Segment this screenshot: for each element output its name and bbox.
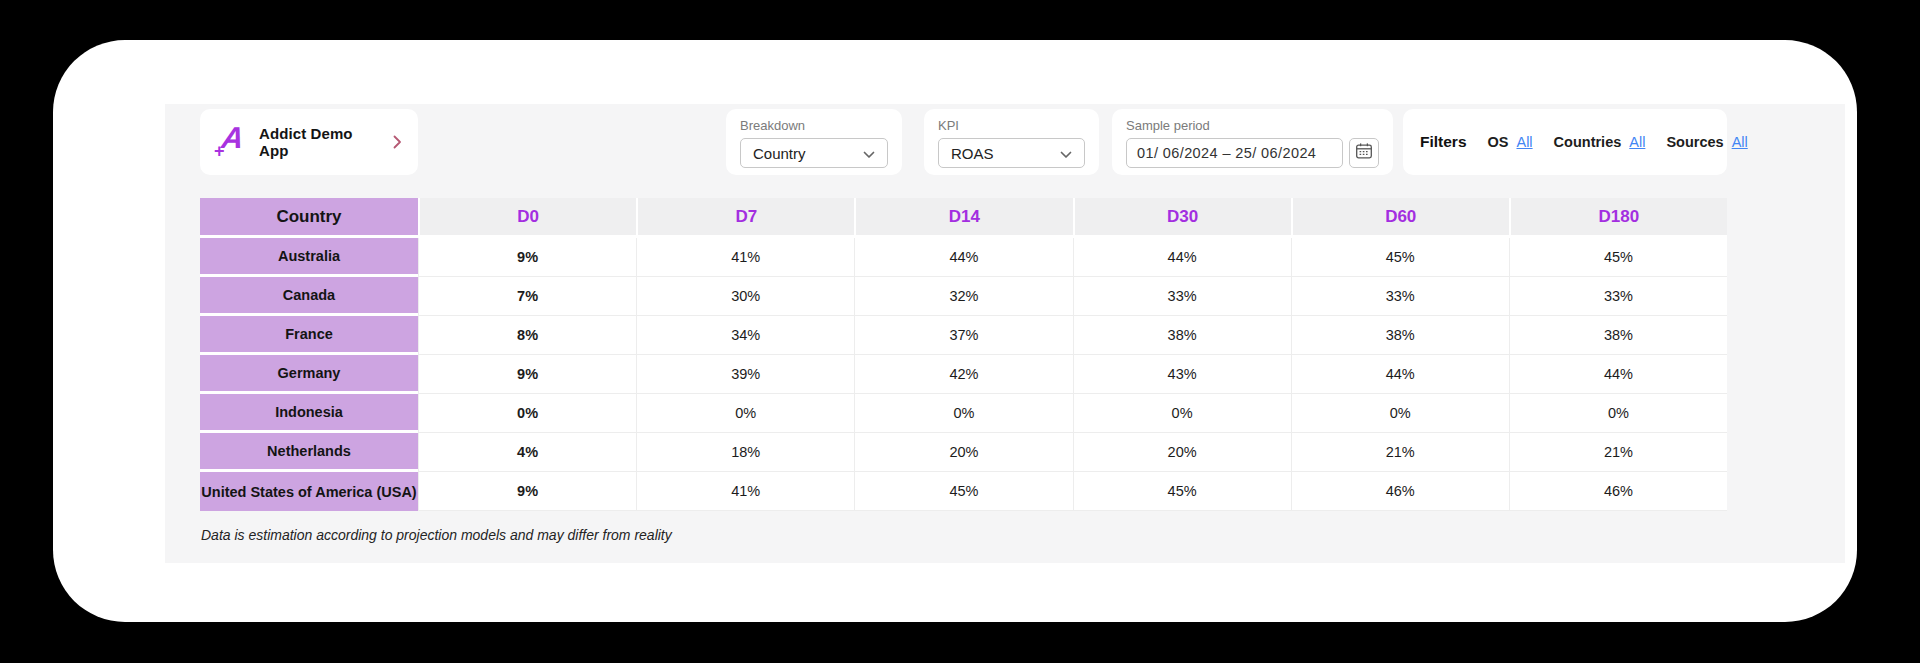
breakdown-card: Breakdown Country [726, 109, 902, 175]
value-cell-d7: 41% [636, 238, 854, 277]
kpi-select[interactable]: ROAS [938, 138, 1085, 168]
chevron-down-icon [1060, 145, 1072, 162]
filters-title: Filters [1420, 133, 1467, 151]
value-cell-d14: 45% [854, 472, 1072, 511]
dashboard-panel: A + Addict Demo App Breakdown Country KP… [165, 104, 1845, 563]
filter-group-countries: Countries All [1554, 134, 1646, 150]
value-cell-d30: 45% [1073, 472, 1291, 511]
breakdown-value: Country [753, 145, 806, 162]
value-cell-d14: 44% [854, 238, 1072, 277]
app-window: A + Addict Demo App Breakdown Country KP… [53, 40, 1857, 622]
country-cell: Canada [200, 277, 418, 316]
country-cell: France [200, 316, 418, 355]
value-cell-d0: 8% [418, 316, 636, 355]
value-cell-d14: 20% [854, 433, 1072, 472]
value-cell-d0: 9% [418, 238, 636, 277]
value-cell-d0: 9% [418, 472, 636, 511]
value-cell-d60: 45% [1291, 238, 1509, 277]
column-header-d14: D14 [854, 198, 1072, 238]
table-row: Canada 7% 30% 32% 33% 33% 33% [200, 277, 1727, 316]
table-row: Netherlands 4% 18% 20% 20% 21% 21% [200, 433, 1727, 472]
sources-filter-label: Sources [1666, 134, 1723, 150]
value-cell-d60: 46% [1291, 472, 1509, 511]
chevron-down-icon [863, 145, 875, 162]
roas-table: Country D0 D7 D14 D30 D60 D180 Australia… [200, 198, 1727, 511]
filter-group-sources: Sources All [1666, 134, 1747, 150]
value-cell-d60: 0% [1291, 394, 1509, 433]
value-cell-d60: 33% [1291, 277, 1509, 316]
table-row: Australia 9% 41% 44% 44% 45% 45% [200, 238, 1727, 277]
value-cell-d0: 0% [418, 394, 636, 433]
app-logo-icon: A + [216, 126, 248, 158]
value-cell-d7: 0% [636, 394, 854, 433]
value-cell-d180: 46% [1509, 472, 1727, 511]
app-name: Addict Demo App [259, 125, 382, 159]
column-header-country: Country [200, 198, 418, 238]
kpi-value: ROAS [951, 145, 994, 162]
value-cell-d14: 37% [854, 316, 1072, 355]
column-header-d30: D30 [1073, 198, 1291, 238]
value-cell-d30: 38% [1073, 316, 1291, 355]
value-cell-d30: 43% [1073, 355, 1291, 394]
value-cell-d180: 38% [1509, 316, 1727, 355]
table-header-row: Country D0 D7 D14 D30 D60 D180 [200, 198, 1727, 238]
value-cell-d0: 7% [418, 277, 636, 316]
value-cell-d30: 0% [1073, 394, 1291, 433]
value-cell-d7: 39% [636, 355, 854, 394]
table-row: France 8% 34% 37% 38% 38% 38% [200, 316, 1727, 355]
value-cell-d7: 18% [636, 433, 854, 472]
date-range-input[interactable]: 01/ 06/2024 – 25/ 06/2024 [1126, 138, 1343, 168]
value-cell-d7: 41% [636, 472, 854, 511]
value-cell-d0: 9% [418, 355, 636, 394]
country-cell: Indonesia [200, 394, 418, 433]
kpi-label: KPI [938, 118, 1085, 133]
value-cell-d14: 42% [854, 355, 1072, 394]
value-cell-d180: 33% [1509, 277, 1727, 316]
country-cell: Germany [200, 355, 418, 394]
value-cell-d7: 30% [636, 277, 854, 316]
app-selector-card[interactable]: A + Addict Demo App [200, 109, 418, 175]
calendar-icon [1355, 142, 1373, 164]
countries-filter-all-link[interactable]: All [1629, 134, 1645, 150]
chevron-right-icon[interactable] [393, 135, 402, 149]
value-cell-d30: 44% [1073, 238, 1291, 277]
value-cell-d0: 4% [418, 433, 636, 472]
breakdown-select[interactable]: Country [740, 138, 888, 168]
calendar-button[interactable] [1349, 138, 1379, 168]
filter-group-os: OS All [1488, 134, 1533, 150]
table-row: Germany 9% 39% 42% 43% 44% 44% [200, 355, 1727, 394]
value-cell-d180: 45% [1509, 238, 1727, 277]
value-cell-d14: 32% [854, 277, 1072, 316]
sources-filter-all-link[interactable]: All [1732, 134, 1748, 150]
filters-card: Filters OS All Countries All Sources All [1403, 109, 1727, 175]
estimation-disclaimer: Data is estimation according to projecti… [201, 527, 672, 543]
value-cell-d14: 0% [854, 394, 1072, 433]
value-cell-d7: 34% [636, 316, 854, 355]
table-row: United States of America (USA) 9% 41% 45… [200, 472, 1727, 511]
column-header-d7: D7 [636, 198, 854, 238]
sample-period-label: Sample period [1126, 118, 1379, 133]
column-header-d60: D60 [1291, 198, 1509, 238]
value-cell-d180: 21% [1509, 433, 1727, 472]
value-cell-d60: 44% [1291, 355, 1509, 394]
value-cell-d180: 44% [1509, 355, 1727, 394]
value-cell-d180: 0% [1509, 394, 1727, 433]
country-cell: Netherlands [200, 433, 418, 472]
value-cell-d60: 38% [1291, 316, 1509, 355]
countries-filter-label: Countries [1554, 134, 1622, 150]
kpi-card: KPI ROAS [924, 109, 1099, 175]
os-filter-label: OS [1488, 134, 1509, 150]
column-header-d180: D180 [1509, 198, 1727, 238]
table-row: Indonesia 0% 0% 0% 0% 0% 0% [200, 394, 1727, 433]
sample-period-card: Sample period 01/ 06/2024 – 25/ 06/2024 [1112, 109, 1393, 175]
value-cell-d30: 33% [1073, 277, 1291, 316]
value-cell-d30: 20% [1073, 433, 1291, 472]
country-cell: Australia [200, 238, 418, 277]
column-header-d0: D0 [418, 198, 636, 238]
country-cell: United States of America (USA) [200, 472, 418, 511]
os-filter-all-link[interactable]: All [1516, 134, 1532, 150]
breakdown-label: Breakdown [740, 118, 888, 133]
value-cell-d60: 21% [1291, 433, 1509, 472]
